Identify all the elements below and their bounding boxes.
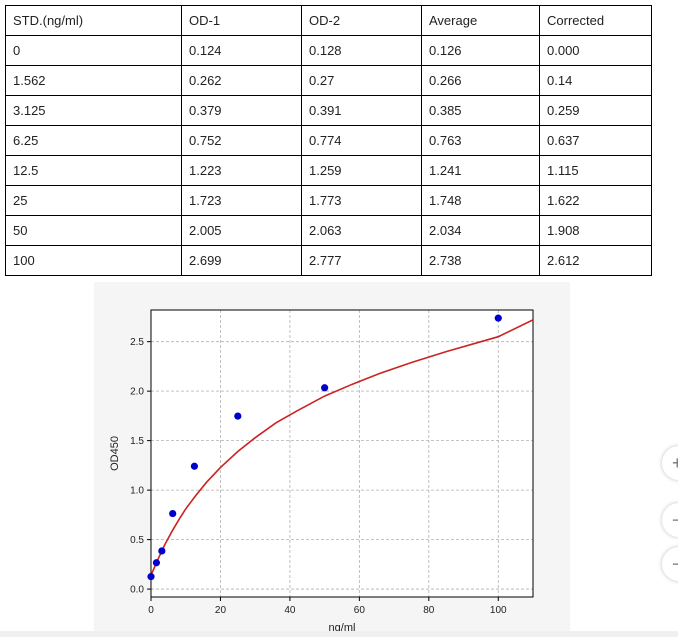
column-header: Corrected [539, 5, 652, 36]
column-header: OD-2 [301, 5, 422, 36]
table-cell: 2.777 [301, 245, 422, 276]
zoom-in-button[interactable]: + [662, 446, 678, 480]
table-cell: 1.908 [539, 215, 652, 246]
y-axis-label: OD450 [109, 436, 121, 471]
x-tick-label: 80 [423, 605, 435, 616]
table-cell: 1.259 [301, 155, 422, 186]
table-cell: 0.262 [181, 65, 302, 96]
table-row: 12.5 1.223 1.259 1.241 1.115 [5, 155, 652, 186]
y-tick-label: 0.0 [130, 585, 144, 596]
table-cell: 0.637 [539, 125, 652, 156]
zoom-out-button[interactable]: − [662, 503, 678, 537]
standard-curve-table: STD.(ng/ml) OD-1 OD-2 Average Corrected 0 0.12… [5, 5, 652, 276]
plot-frame [150, 309, 534, 598]
table-cell: 0.391 [301, 95, 422, 126]
collapse-button[interactable]: − [662, 547, 678, 581]
data-point [234, 412, 242, 420]
table-cell: 6.25 [5, 125, 182, 156]
table-cell: 1.241 [421, 155, 540, 186]
table-cell: 0.763 [421, 125, 540, 156]
standard-curve-chart: 0 20 40 60 80 100 0.0 0.5 1.0 1.5 2.0 2.5 ng/ml OD450 [94, 282, 570, 632]
table-row: 100 2.699 2.777 2.738 2.612 [5, 245, 652, 276]
x-tick-label: 60 [354, 605, 366, 616]
table-cell: 1.748 [421, 185, 540, 216]
table-cell: 2.738 [421, 245, 540, 276]
table-cell: 0.124 [181, 35, 302, 66]
table-cell: 25 [5, 185, 182, 216]
table-cell: 3.125 [5, 95, 182, 126]
table-cell: 0.379 [181, 95, 302, 126]
table-cell: 2.034 [421, 215, 540, 246]
y-tick-label: 1.0 [130, 486, 144, 497]
x-tick-label: 0 [148, 605, 154, 616]
data-point [169, 509, 177, 518]
x-tick-label: 40 [284, 605, 296, 616]
table-cell: 0.266 [421, 65, 540, 96]
table-cell: 2.005 [181, 215, 302, 246]
x-tick-label: 100 [490, 605, 507, 616]
table-row: 1.562 0.262 0.27 0.266 0.14 [5, 65, 652, 96]
y-tick-label: 2.0 [130, 387, 144, 398]
table-header-row: STD.(ng/ml) OD-1 OD-2 Average Corrected [5, 5, 652, 36]
y-tick-label: 1.5 [130, 436, 144, 447]
table-cell: 2.612 [539, 245, 652, 276]
table-row: 50 2.005 2.063 2.034 1.908 [5, 215, 652, 246]
table-cell: 0.14 [539, 65, 652, 96]
table-cell: 0.000 [539, 35, 652, 66]
x-axis-label: ng/ml [329, 622, 356, 632]
table-cell: 0.774 [301, 125, 422, 156]
table-cell: 1.115 [539, 155, 652, 186]
bottom-strip [0, 631, 678, 637]
table-cell: 0.126 [421, 35, 540, 66]
column-header: OD-1 [181, 5, 302, 36]
data-point [321, 384, 329, 392]
table-cell: 1.622 [539, 185, 652, 216]
fit-curve-line [151, 319, 533, 576]
column-header: Average [421, 5, 540, 36]
table-cell: 0.27 [301, 65, 422, 96]
data-point [494, 314, 502, 322]
table-cell: 0.385 [421, 95, 540, 126]
table-cell: 1.223 [181, 155, 302, 186]
plot-area [151, 310, 533, 597]
table-cell: 100 [5, 245, 182, 276]
table-cell: 12.5 [5, 155, 182, 186]
table-cell: 0.259 [539, 95, 652, 126]
table-cell: 0.128 [301, 35, 422, 66]
table-row: 6.25 0.752 0.774 0.763 0.637 [5, 125, 652, 156]
table-cell: 2.699 [181, 245, 302, 276]
x-tick-label: 20 [215, 605, 227, 616]
y-tick-label: 0.5 [130, 535, 144, 546]
table-cell: 2.063 [301, 215, 422, 246]
data-point [158, 547, 166, 555]
table-cell: 0.752 [181, 125, 302, 156]
table-cell: 1.723 [181, 185, 302, 216]
y-tick-label: 2.5 [130, 337, 144, 348]
column-header: STD.(ng/ml) [5, 5, 182, 36]
table-cell: 0 [5, 35, 182, 66]
table-row: 0 0.124 0.128 0.126 0.000 [5, 35, 652, 66]
table-cell: 50 [5, 215, 182, 246]
table-row: 25 1.723 1.773 1.748 1.622 [5, 185, 652, 216]
data-point [190, 462, 199, 470]
table-row: 3.125 0.379 0.391 0.385 0.259 [5, 95, 652, 126]
chart-svg: 0 20 40 60 80 100 0.0 0.5 1.0 1.5 2.0 2.5 ng/ml OD450 [109, 309, 534, 632]
table-cell: 1.773 [301, 185, 422, 216]
table-cell: 1.562 [5, 65, 182, 96]
data-point [147, 573, 155, 581]
data-point [152, 559, 161, 567]
